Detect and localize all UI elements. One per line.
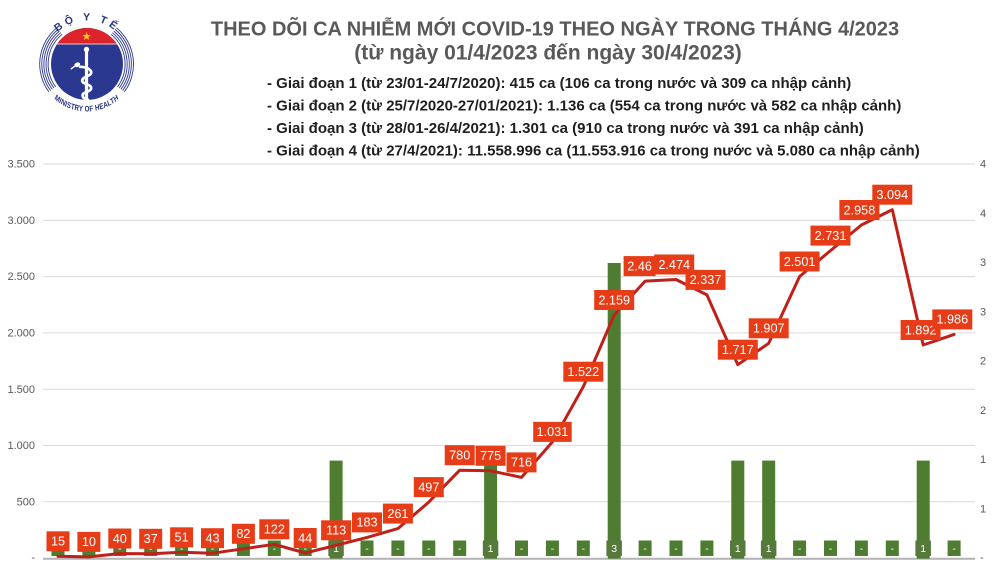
svg-text:3: 3 <box>980 257 986 269</box>
svg-text:500: 500 <box>17 496 35 508</box>
svg-text:-: - <box>674 543 678 555</box>
svg-text:-: - <box>582 543 586 555</box>
svg-text:-: - <box>365 543 369 555</box>
svg-text:(từ ngày 01/4/2023 đến ngày 30: (từ ngày 01/4/2023 đến ngày 30/4/2023) <box>354 42 742 65</box>
svg-text:-: - <box>705 543 709 555</box>
svg-text:-: - <box>396 543 400 555</box>
svg-text:-: - <box>520 543 524 555</box>
svg-text:-: - <box>952 543 956 555</box>
svg-text:1.717: 1.717 <box>722 343 754 357</box>
svg-text:-: - <box>551 543 555 555</box>
svg-text:- Giai đoạn 1 (từ 23/01-24/7/2: - Giai đoạn 1 (từ 23/01-24/7/2020): 415 … <box>267 75 851 92</box>
svg-text:-: - <box>860 543 864 555</box>
svg-text:2.474: 2.474 <box>658 258 690 272</box>
svg-text:1: 1 <box>488 543 494 555</box>
svg-text:780: 780 <box>449 449 470 463</box>
svg-text:- Giai đoạn 2 (từ 25/7/2020-27: - Giai đoạn 2 (từ 25/7/2020-27/01/2021):… <box>267 98 901 115</box>
svg-text:44: 44 <box>298 531 312 545</box>
svg-text:1.031: 1.031 <box>537 425 569 439</box>
svg-text:2: 2 <box>980 405 986 417</box>
svg-text:2.000: 2.000 <box>7 328 35 340</box>
svg-text:-: - <box>118 543 122 555</box>
svg-text:10: 10 <box>82 535 96 549</box>
svg-text:82: 82 <box>236 527 250 541</box>
svg-text:3.094: 3.094 <box>876 188 908 202</box>
svg-text:716: 716 <box>511 456 532 470</box>
svg-text:37: 37 <box>144 532 158 546</box>
svg-text:1.892: 1.892 <box>905 323 937 337</box>
svg-text:43: 43 <box>205 532 219 546</box>
svg-text:1: 1 <box>735 543 741 555</box>
svg-text:THEO DÕI CA NHIỄM MỚI COVID-19: THEO DÕI CA NHIỄM MỚI COVID-19 THEO NGÀY… <box>211 17 899 41</box>
svg-text:1.000: 1.000 <box>7 440 35 452</box>
svg-text:122: 122 <box>264 523 285 537</box>
svg-text:-: - <box>31 552 35 562</box>
svg-text:15: 15 <box>51 535 65 549</box>
svg-text:1: 1 <box>980 503 986 515</box>
svg-text:3.500: 3.500 <box>7 159 35 171</box>
svg-text:1: 1 <box>980 454 986 466</box>
svg-text:40: 40 <box>113 532 127 546</box>
svg-text:-: - <box>829 543 833 555</box>
svg-text:-: - <box>891 543 895 555</box>
svg-text:497: 497 <box>418 480 439 494</box>
svg-text:-: - <box>427 543 431 555</box>
svg-text:3: 3 <box>611 543 617 555</box>
svg-text:- Giai đoạn 4 (từ 27/4/2021):: - Giai đoạn 4 (từ 27/4/2021): 11.558.996… <box>267 142 920 159</box>
svg-text:2.731: 2.731 <box>815 229 847 243</box>
svg-text:2.500: 2.500 <box>7 271 35 283</box>
svg-text:2.958: 2.958 <box>844 203 876 217</box>
svg-text:-: - <box>980 552 984 562</box>
svg-text:1.907: 1.907 <box>753 322 785 336</box>
svg-text:- Giai đoạn 3 (từ 28/01-26/4/2: - Giai đoạn 3 (từ 28/01-26/4/2021): 1.30… <box>267 120 864 137</box>
svg-text:775: 775 <box>480 449 501 463</box>
svg-text:261: 261 <box>387 507 408 521</box>
svg-text:-: - <box>458 543 462 555</box>
svg-text:-: - <box>273 543 277 555</box>
svg-text:3.000: 3.000 <box>7 215 35 227</box>
svg-text:1.522: 1.522 <box>567 365 599 379</box>
svg-text:2.46: 2.46 <box>627 259 652 273</box>
svg-text:2.501: 2.501 <box>784 255 816 269</box>
svg-text:1: 1 <box>333 543 339 555</box>
svg-text:183: 183 <box>356 516 377 530</box>
svg-text:2: 2 <box>980 356 986 368</box>
svg-text:2.337: 2.337 <box>690 273 722 287</box>
svg-text:-: - <box>643 543 647 555</box>
svg-text:51: 51 <box>175 531 189 545</box>
svg-text:-: - <box>180 543 184 555</box>
svg-text:-: - <box>303 543 307 555</box>
svg-text:1.500: 1.500 <box>7 384 35 396</box>
svg-text:-: - <box>798 543 802 555</box>
svg-text:2.159: 2.159 <box>598 293 630 307</box>
svg-text:4: 4 <box>980 159 986 171</box>
svg-text:-: - <box>211 543 215 555</box>
svg-text:1: 1 <box>766 543 772 555</box>
svg-text:3: 3 <box>980 306 986 318</box>
svg-text:1: 1 <box>920 543 926 555</box>
svg-text:1.986: 1.986 <box>936 313 968 327</box>
svg-text:4: 4 <box>980 208 986 220</box>
svg-text:113: 113 <box>326 524 346 538</box>
